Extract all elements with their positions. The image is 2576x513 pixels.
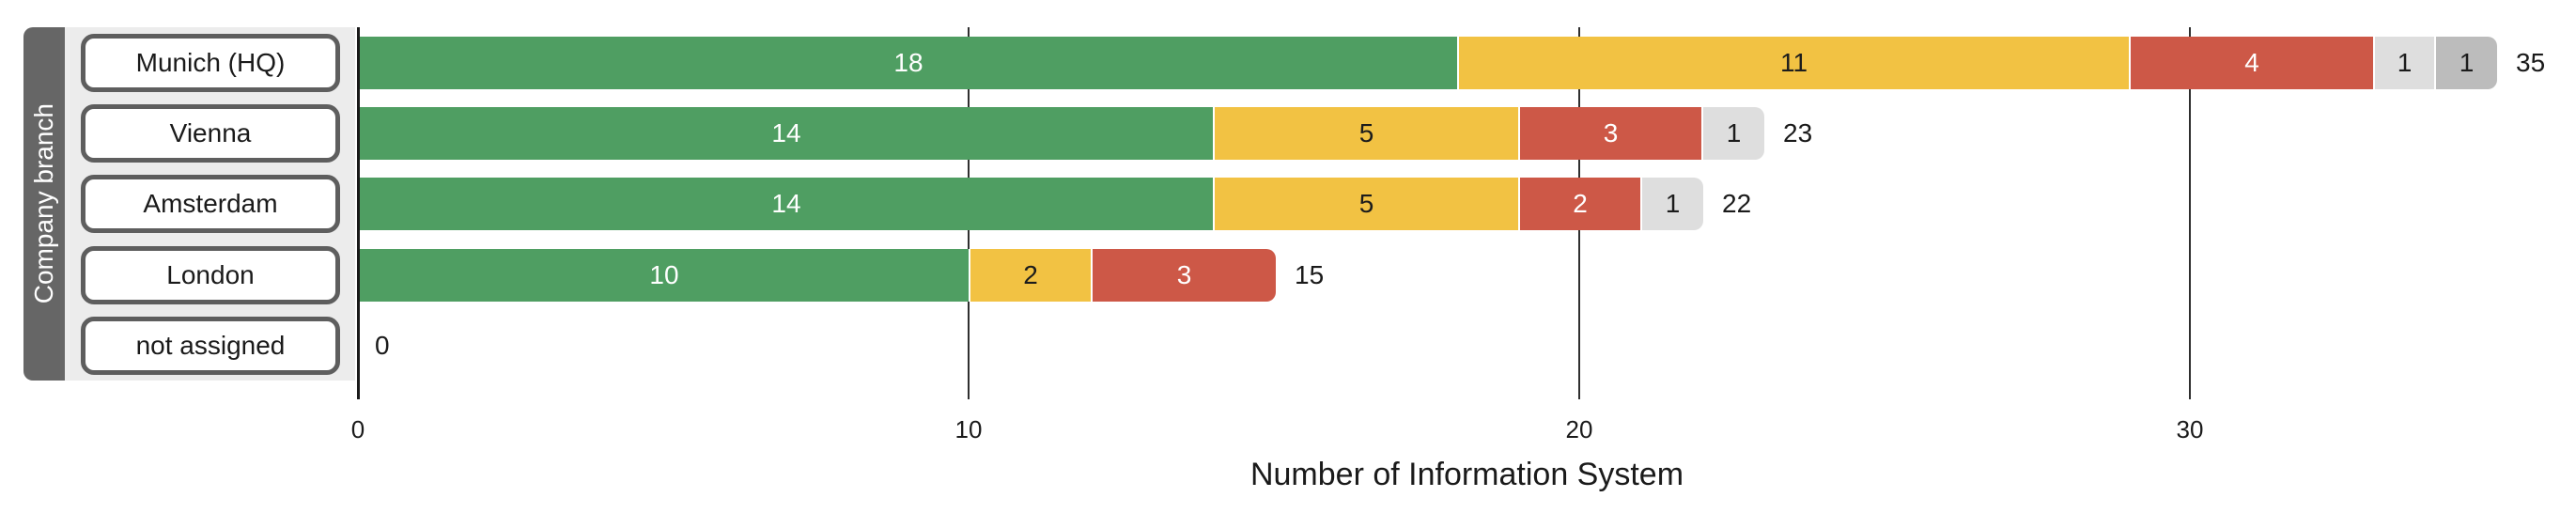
segment-value-label: 14 <box>771 189 801 219</box>
bar-segment-red-segment[interactable]: 2 <box>1520 178 1642 231</box>
segment-value-label: 2 <box>1573 189 1588 219</box>
bar-segment-gray-segment[interactable]: 1 <box>2436 37 2497 89</box>
segment-value-label: 5 <box>1358 118 1374 148</box>
bar-segment-yellow-segment[interactable]: 5 <box>1215 178 1520 231</box>
bar-segment-red-segment[interactable]: 3 <box>1093 248 1276 302</box>
category-button-not-assigned[interactable]: not assigned <box>81 316 340 375</box>
segment-value-label: 1 <box>2397 48 2413 77</box>
category-panel: Munich (HQ) Vienna Amsterdam London not assi… <box>65 27 355 381</box>
segment-value-label: 18 <box>893 48 923 77</box>
category-button-munich-hq[interactable]: Munich (HQ) <box>81 34 340 92</box>
x-tick-label-0: 0 <box>350 415 365 443</box>
segment-value-label: 10 <box>649 259 679 289</box>
bar-total-label: 22 <box>1722 189 1752 219</box>
bar-total-label: 0 <box>375 330 390 360</box>
bar-total-label: 15 <box>1295 259 1325 289</box>
category-button-amsterdam[interactable]: Amsterdam <box>81 175 340 234</box>
bar-total-label: 35 <box>2516 48 2546 77</box>
bar-segment-red-segment[interactable]: 4 <box>2131 37 2375 89</box>
segment-value-label: 2 <box>1023 259 1038 289</box>
bar-segment-lightgray-segment[interactable]: 1 <box>1703 107 1764 161</box>
bar-row-munich-hq: 18 11 4 1 1 35 <box>360 37 2545 89</box>
x-tick-label-30: 30 <box>2176 415 2204 443</box>
y-axis-line <box>356 27 360 399</box>
segment-value-label: 3 <box>1603 118 1619 148</box>
y-axis-title-band: Company branch <box>23 27 65 381</box>
bar-segment-green-segment[interactable]: 18 <box>360 37 1459 89</box>
segment-value-label: 11 <box>1779 48 1808 77</box>
x-axis-ticks: 0 10 20 30 <box>0 415 2576 445</box>
bar-segment-green-segment[interactable]: 14 <box>360 178 1215 231</box>
x-axis-title: Number of Information System <box>1249 457 1684 492</box>
bar-row-vienna: 14 5 3 1 23 <box>360 107 1813 161</box>
bar-segment-lightgray-segment[interactable]: 1 <box>2375 37 2436 89</box>
bar-segment-green-segment[interactable]: 14 <box>360 107 1215 161</box>
segment-value-label: 4 <box>2244 48 2259 77</box>
x-tick-label-10: 10 <box>954 415 983 443</box>
plot-area: 18 11 4 1 1 35 14 5 3 1 23 14 5 2 1 22 10 2 3 15 0 <box>356 27 2576 399</box>
segment-value-label: 1 <box>2459 48 2475 77</box>
segment-value-label: 1 <box>1726 118 1742 148</box>
category-button-london[interactable]: London <box>81 245 340 304</box>
bar-segment-red-segment[interactable]: 3 <box>1520 107 1703 161</box>
bar-row-not-assigned: 0 <box>360 319 390 372</box>
gridline-30 <box>2189 27 2191 399</box>
x-tick-label-20: 20 <box>1565 415 1593 443</box>
segment-value-label: 1 <box>1665 189 1681 219</box>
bar-total-label: 23 <box>1783 118 1813 148</box>
bar-segment-yellow-segment[interactable]: 5 <box>1215 107 1520 161</box>
segment-value-label: 3 <box>1176 259 1192 289</box>
bar-segment-yellow-segment[interactable]: 2 <box>970 248 1093 302</box>
bar-segment-yellow-segment[interactable]: 11 <box>1459 37 2131 89</box>
bar-segment-green-segment[interactable]: 10 <box>360 248 970 302</box>
segment-value-label: 14 <box>771 118 801 148</box>
bar-row-amsterdam: 14 5 2 1 22 <box>360 178 1752 231</box>
bar-segment-lightgray-segment[interactable]: 1 <box>1642 178 1703 231</box>
y-axis-title: Company branch <box>29 103 58 304</box>
category-button-vienna[interactable]: Vienna <box>81 104 340 163</box>
segment-value-label: 5 <box>1358 189 1374 219</box>
bar-row-london: 10 2 3 15 <box>360 248 1325 302</box>
